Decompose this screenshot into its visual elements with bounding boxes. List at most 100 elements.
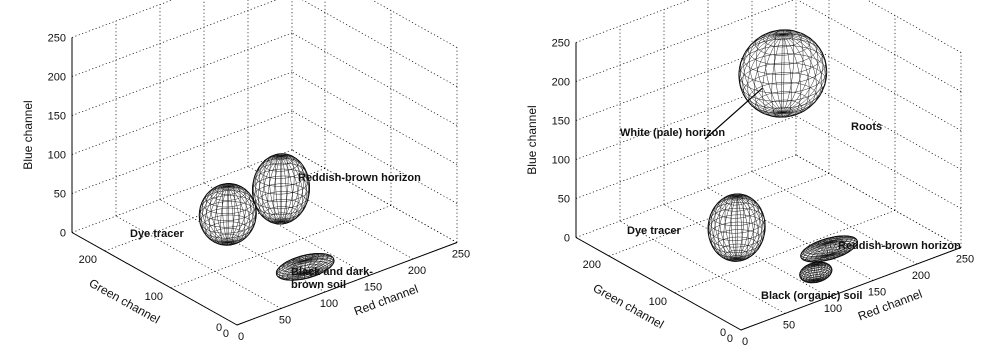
mesh-longitude-line [764,30,783,113]
mesh-longitude-line [286,260,306,281]
mesh-longitude-line [262,155,282,224]
mesh-longitude-line [736,193,738,259]
mesh-longitude-line [227,186,250,244]
annotation-dye-tracer: Dye tracer [627,225,682,237]
annotation-white-pale-horizon: White (pale) horizon [620,127,725,139]
side-wall-grid-line [291,149,458,243]
annotation-reddish-brown-horizon: Reddish-brown horizon [838,240,961,252]
mesh-longitude-line [304,254,307,274]
mesh-longitude-line [305,257,335,274]
mesh-longitude-line [826,242,830,261]
mesh-longitude-line [801,242,830,257]
mesh-longitude-line [205,185,228,243]
mesh-longitude-line [710,195,737,260]
x-tick-label: 100 [824,303,842,315]
mesh-longitude-line [227,184,247,243]
mesh-longitude-line [799,264,816,281]
floor-grid-line [619,220,786,314]
mesh-longitude-line [305,260,328,274]
z-axis-title: Blue channel [21,100,35,169]
back-wall-grid-line [71,0,173,38]
mesh-longitude-line [782,33,827,113]
mesh-longitude-line [815,264,821,283]
mesh-longitude-line [812,264,817,284]
mesh-longitude-line [800,264,816,282]
mesh-longitude-line [815,264,827,282]
side-wall-grid-line [795,115,962,209]
mesh-longitude-line [802,242,830,261]
mesh-longitude-line [730,193,737,259]
x-axis-title: Red channel [856,287,924,324]
floor-grid-line [203,182,370,276]
mesh-longitude-line [227,183,242,243]
floor-grid-line [115,215,282,309]
y-axis-line [575,237,742,331]
mesh-longitude-line [828,235,849,256]
x-tick-label: 250 [956,254,974,266]
z-tick-label: 250 [48,33,66,45]
side-wall-grid-line [797,0,962,92]
y-tick-label: 100 [649,296,667,308]
z-tick-label: 0 [564,233,570,245]
z-tick-label: 150 [48,111,66,123]
y-tick-label: 0 [727,333,733,345]
annotation-black-and-dark-brown-soil-line: brown soil [291,279,346,291]
mesh-longitude-line [828,239,858,256]
mesh-longitude-line [280,156,287,225]
mesh-longitude-line [754,34,783,116]
mesh-longitude-line [782,34,810,116]
mesh-longitude-line [276,260,306,276]
mesh-longitude-line [782,33,824,113]
mesh-longitude-line [280,155,299,224]
mesh-longitude-line [280,153,295,222]
mesh-longitude-line [198,186,228,243]
y-tick-label: 200 [79,254,97,266]
mesh-longitude-line [804,263,816,281]
mesh-longitude-line [280,154,305,222]
mesh-longitude-line [736,196,743,262]
x-tick-label: 150 [868,287,886,299]
mesh-longitude-line [723,196,737,262]
mesh-longitude-line [305,259,334,274]
side-wall-grid-line [866,0,962,53]
ellipsoid-dye-tracer [198,183,257,246]
mesh-longitude-line [781,34,784,118]
mesh-longitude-line [809,264,816,284]
x-axis-title: Red channel [352,282,420,319]
mesh-longitude-line [748,32,783,113]
mesh-longitude-line [227,185,255,243]
mesh-longitude-line [717,196,737,261]
mesh-longitude-line [273,156,282,225]
left-3d-panel: 0 50 100 150 200 250 0 100 200 0 50 100 150 200 250 0 Re… [21,0,470,343]
mesh-longitude-line [782,34,823,114]
mesh-longitude-line [762,34,783,117]
mesh-longitude-line [227,186,234,246]
ellipsoid-black-and-dark-brown-soil [275,252,335,281]
z-tick-label: 50 [558,194,570,206]
mesh-longitude-line [800,242,830,259]
y-tick-label: 200 [583,259,601,271]
mesh-longitude-line [227,186,254,244]
mesh-longitude-line [828,236,838,256]
annotation-black-organic-soil: Black (organic) soil [761,290,862,302]
x-tick-label: 200 [912,270,930,282]
mesh-longitude-line [305,253,313,274]
mesh-longitude-line [736,195,763,260]
side-wall-grid-line [795,37,962,131]
mesh-longitude-line [258,155,282,222]
y-tick-label: 0 [223,328,229,340]
mesh-longitude-line [815,264,830,281]
back-wall-grid-line [71,0,277,77]
ellipsoid-dye-tracer [707,193,766,263]
z-tick-label: 0 [60,228,66,240]
floor-grid-line [707,187,874,281]
mesh-longitude-line [280,153,289,222]
side-wall-grid-line [301,0,458,87]
mesh-longitude-line [774,29,784,113]
mesh-longitude-line [736,193,745,259]
mesh-longitude-line [736,196,759,260]
mesh-longitude-line [771,34,784,118]
mesh-longitude-line [782,34,828,113]
mesh-longitude-line [828,236,853,256]
